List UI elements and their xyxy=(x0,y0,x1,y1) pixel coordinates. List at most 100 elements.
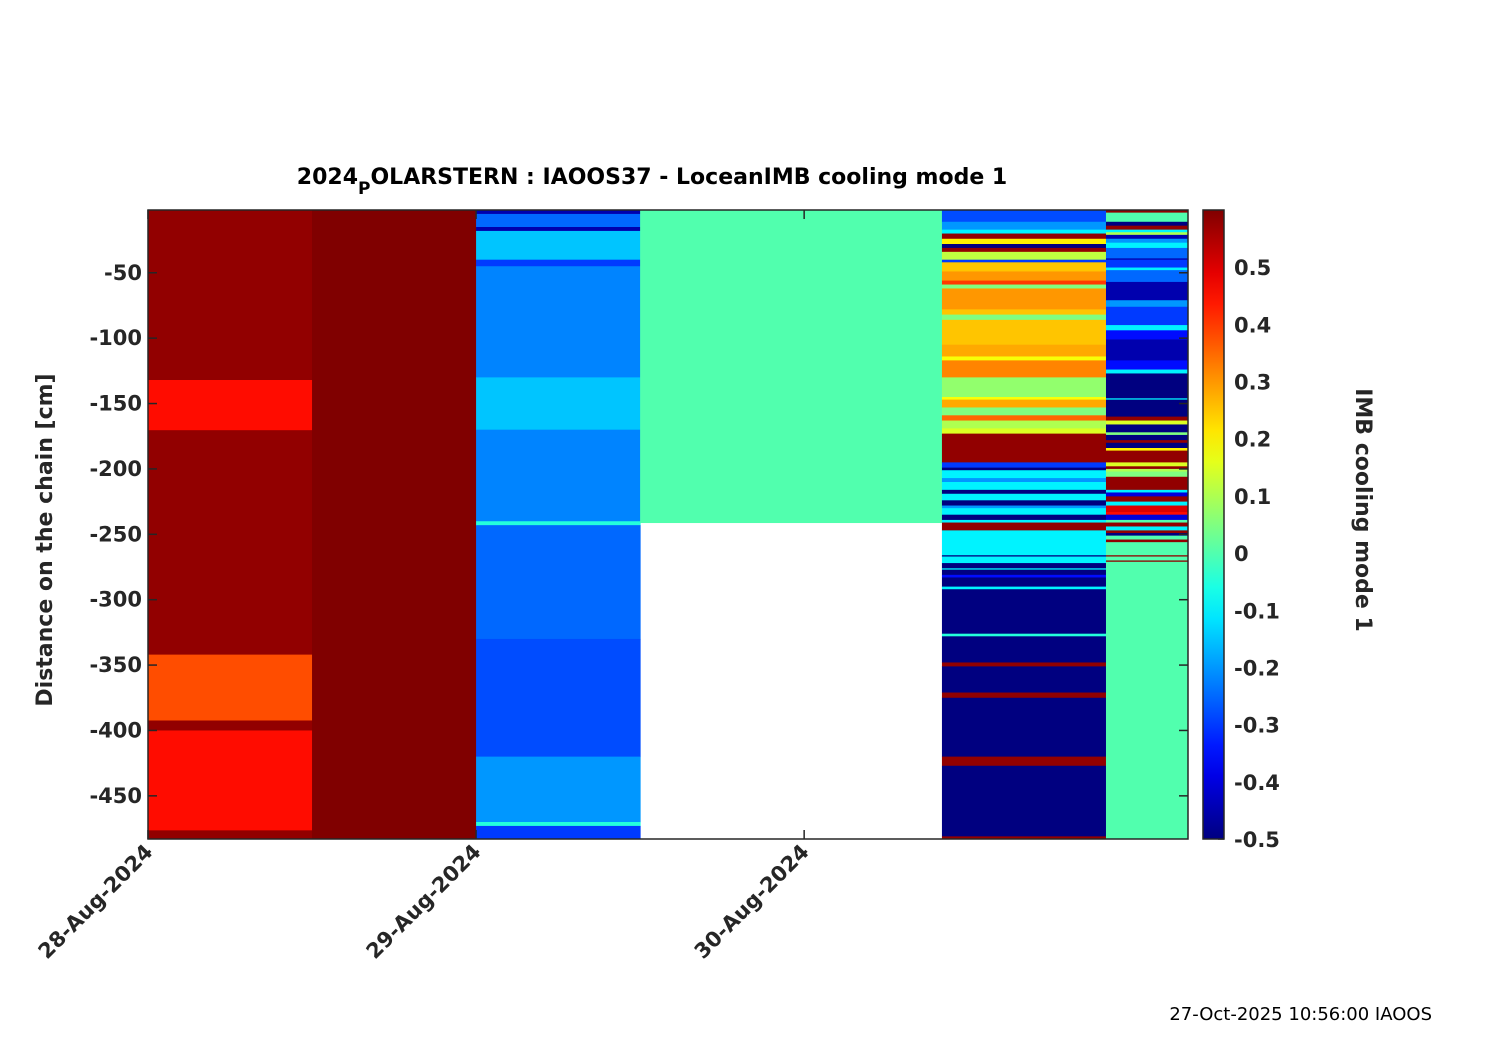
heatmap-cell xyxy=(941,530,1107,556)
heatmap-cell xyxy=(941,556,1107,564)
heatmap-cell xyxy=(1105,325,1189,331)
heatmap-cell xyxy=(1105,522,1189,527)
heatmap-cell xyxy=(941,568,1107,571)
heatmap-cell xyxy=(1105,535,1189,541)
heatmap-cell xyxy=(1105,466,1189,470)
heatmap-cell xyxy=(941,478,1107,483)
heatmap-cell xyxy=(941,360,1107,378)
heatmap-cell xyxy=(1105,420,1189,425)
heatmap-cell xyxy=(1105,373,1189,399)
heatmap-cell xyxy=(941,522,1107,531)
heatmap-cell xyxy=(476,429,641,522)
heatmap-cell xyxy=(941,500,1107,507)
heatmap-cell xyxy=(941,420,1107,429)
heatmap-cell xyxy=(476,822,641,827)
heatmap-cell xyxy=(1105,526,1189,531)
x-tick-label: 29-Aug-2024 xyxy=(362,840,486,964)
heatmap-cell xyxy=(941,574,1107,578)
heatmap-cell xyxy=(941,280,1107,286)
heatmap-cell xyxy=(941,271,1107,282)
y-tick-label: -350 xyxy=(89,653,142,677)
heatmap-cell xyxy=(476,230,641,261)
colorbar-tick-label: -0.4 xyxy=(1234,771,1280,795)
heatmap-cell xyxy=(1105,399,1189,418)
colorbar-tick-label: 0.3 xyxy=(1234,371,1271,395)
heatmap-cell xyxy=(476,825,641,840)
heatmap-cell xyxy=(1105,519,1189,524)
y-tick-label: -450 xyxy=(89,784,142,808)
heatmap-cell xyxy=(476,259,641,267)
heatmap-cell xyxy=(1105,530,1189,534)
heatmap-cell xyxy=(941,238,1107,245)
heatmap-cell xyxy=(941,508,1107,516)
heatmap-cell xyxy=(1105,476,1189,491)
chart-title: 2024POLARSTERN : IAOOS37 - LoceanIMB coo… xyxy=(297,165,1007,199)
heatmap-cell xyxy=(1105,539,1189,543)
heatmap-cell xyxy=(941,309,1107,316)
heatmap-cell xyxy=(941,259,1107,263)
y-tick-label: -150 xyxy=(89,392,142,416)
colorbar-tick-label: 0 xyxy=(1234,542,1249,566)
heatmap-cell xyxy=(941,482,1107,491)
heatmap-cell xyxy=(941,577,1107,588)
colorbar-tick-label: 0.2 xyxy=(1234,428,1271,452)
heatmap-cell xyxy=(1105,450,1189,463)
heatmap-cell xyxy=(476,377,641,431)
heatmap-cell xyxy=(941,284,1107,289)
heatmap-cell xyxy=(1105,369,1189,374)
heatmap-cell xyxy=(1105,225,1189,231)
heatmap-cell xyxy=(1105,398,1189,401)
heatmap-cell xyxy=(941,397,1107,401)
heatmap-cell xyxy=(941,344,1107,357)
heatmap-cell xyxy=(941,589,1107,635)
colorbar-tick-label: -0.3 xyxy=(1234,714,1280,738)
heatmap-cell xyxy=(1105,556,1189,561)
heatmap-cell xyxy=(1105,424,1189,433)
colorbar-tick-label: 0.5 xyxy=(1234,256,1271,280)
heatmap-cell xyxy=(1105,542,1189,556)
heatmap-cell xyxy=(1105,210,1189,214)
heatmap-cell xyxy=(1105,468,1189,473)
heatmap-cell xyxy=(941,662,1107,667)
heatmap-cell xyxy=(1105,330,1189,340)
heatmap-cell xyxy=(941,251,1107,261)
heatmap-cell xyxy=(640,210,943,524)
heatmap-cell xyxy=(941,415,1107,422)
heatmap-cell xyxy=(941,493,1107,501)
heatmap-cell xyxy=(941,505,1107,509)
heatmap-cell xyxy=(1105,267,1189,271)
heatmap-cell xyxy=(1105,442,1189,449)
heatmap-cell xyxy=(1105,258,1189,261)
colorbar-label: IMB cooling mode 1 xyxy=(1350,388,1375,632)
footer-timestamp: 27-Oct-2025 10:56:00 IAOOS xyxy=(1169,1004,1432,1025)
heatmap-cell xyxy=(941,210,1107,223)
colorbar xyxy=(1202,209,1225,840)
heatmap-cell xyxy=(312,210,477,840)
heatmap-cell xyxy=(1105,434,1189,441)
heatmap-cell xyxy=(941,407,1107,416)
colorbar-tick-label: -0.5 xyxy=(1234,828,1280,852)
heatmap-cell xyxy=(1105,440,1189,444)
heatmap-cell xyxy=(941,697,1107,758)
y-tick-label: -100 xyxy=(89,326,142,350)
heatmap-cell xyxy=(941,233,1107,240)
heatmap-cell xyxy=(148,380,313,431)
heatmap-cell xyxy=(941,586,1107,590)
heatmap-cell xyxy=(476,638,641,758)
heatmap-cell xyxy=(1105,234,1189,240)
heatmap-cell xyxy=(1105,533,1189,537)
heatmap-cell xyxy=(941,514,1107,521)
heatmap-cell xyxy=(1105,300,1189,308)
heatmap-cell xyxy=(476,266,641,378)
x-tick-label: 28-Aug-2024 xyxy=(34,840,158,964)
heatmap-cell xyxy=(941,399,1107,408)
heatmap-cell xyxy=(941,377,1107,398)
heatmap-cell xyxy=(941,765,1107,837)
heatmap-cell xyxy=(1105,242,1189,249)
heatmap-cell xyxy=(941,666,1107,694)
heatmap-cell xyxy=(1105,561,1189,840)
heatmap-cell xyxy=(941,244,1107,249)
heatmap-cell xyxy=(1105,432,1189,436)
heatmap-cell xyxy=(1105,462,1189,467)
